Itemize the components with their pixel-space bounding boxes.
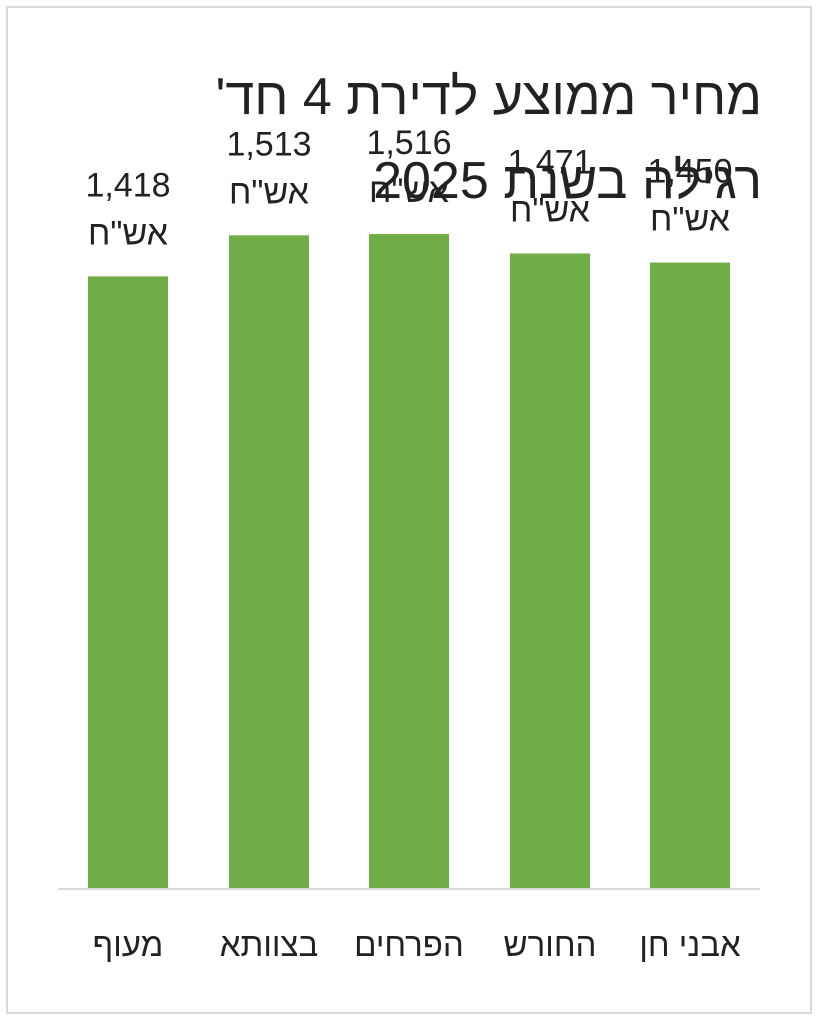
category-label-0: מעוף	[93, 926, 164, 963]
chart-title-line1: מחיר ממוצע לדירת 4 חד'	[215, 68, 762, 126]
unit-label-2: אש"ח	[369, 172, 449, 210]
unit-label-1: אש"ח	[229, 173, 309, 211]
value-label-2: 1,516	[366, 124, 451, 162]
unit-label-4: אש"ח	[650, 201, 730, 239]
category-label-4: אבני חן	[639, 926, 741, 963]
category-label-1: בצוותא	[220, 926, 318, 963]
bar-3	[510, 253, 590, 890]
bar-0	[88, 276, 168, 890]
category-label-3: החורש	[504, 926, 597, 963]
bar-4	[650, 262, 730, 890]
value-label-4: 1,450	[647, 153, 732, 191]
bar-1	[229, 235, 309, 890]
unit-label-0: אש"ח	[88, 214, 168, 252]
category-label-2: הפרחים	[354, 926, 464, 963]
value-label-1: 1,513	[226, 125, 311, 163]
chart-title: מחיר ממוצע לדירת 4 חד' רגילה בשנת 2025	[62, 55, 762, 223]
chart-title-line2: רגילה בשנת 2025	[373, 152, 762, 210]
bars-group	[88, 234, 730, 890]
category-labels-group: מעוף בצוותא הפרחים החורש אבני חן	[93, 926, 741, 963]
unit-label-3: אש"ח	[510, 191, 590, 229]
value-label-3: 1,471	[507, 143, 592, 181]
value-labels-group: 1,418 אש"ח 1,513 אש"ח 1,516 אש"ח 1,471 אש"ח 1,45…	[85, 124, 732, 252]
value-label-0: 1,418	[85, 166, 170, 204]
bar-2	[369, 234, 449, 889]
